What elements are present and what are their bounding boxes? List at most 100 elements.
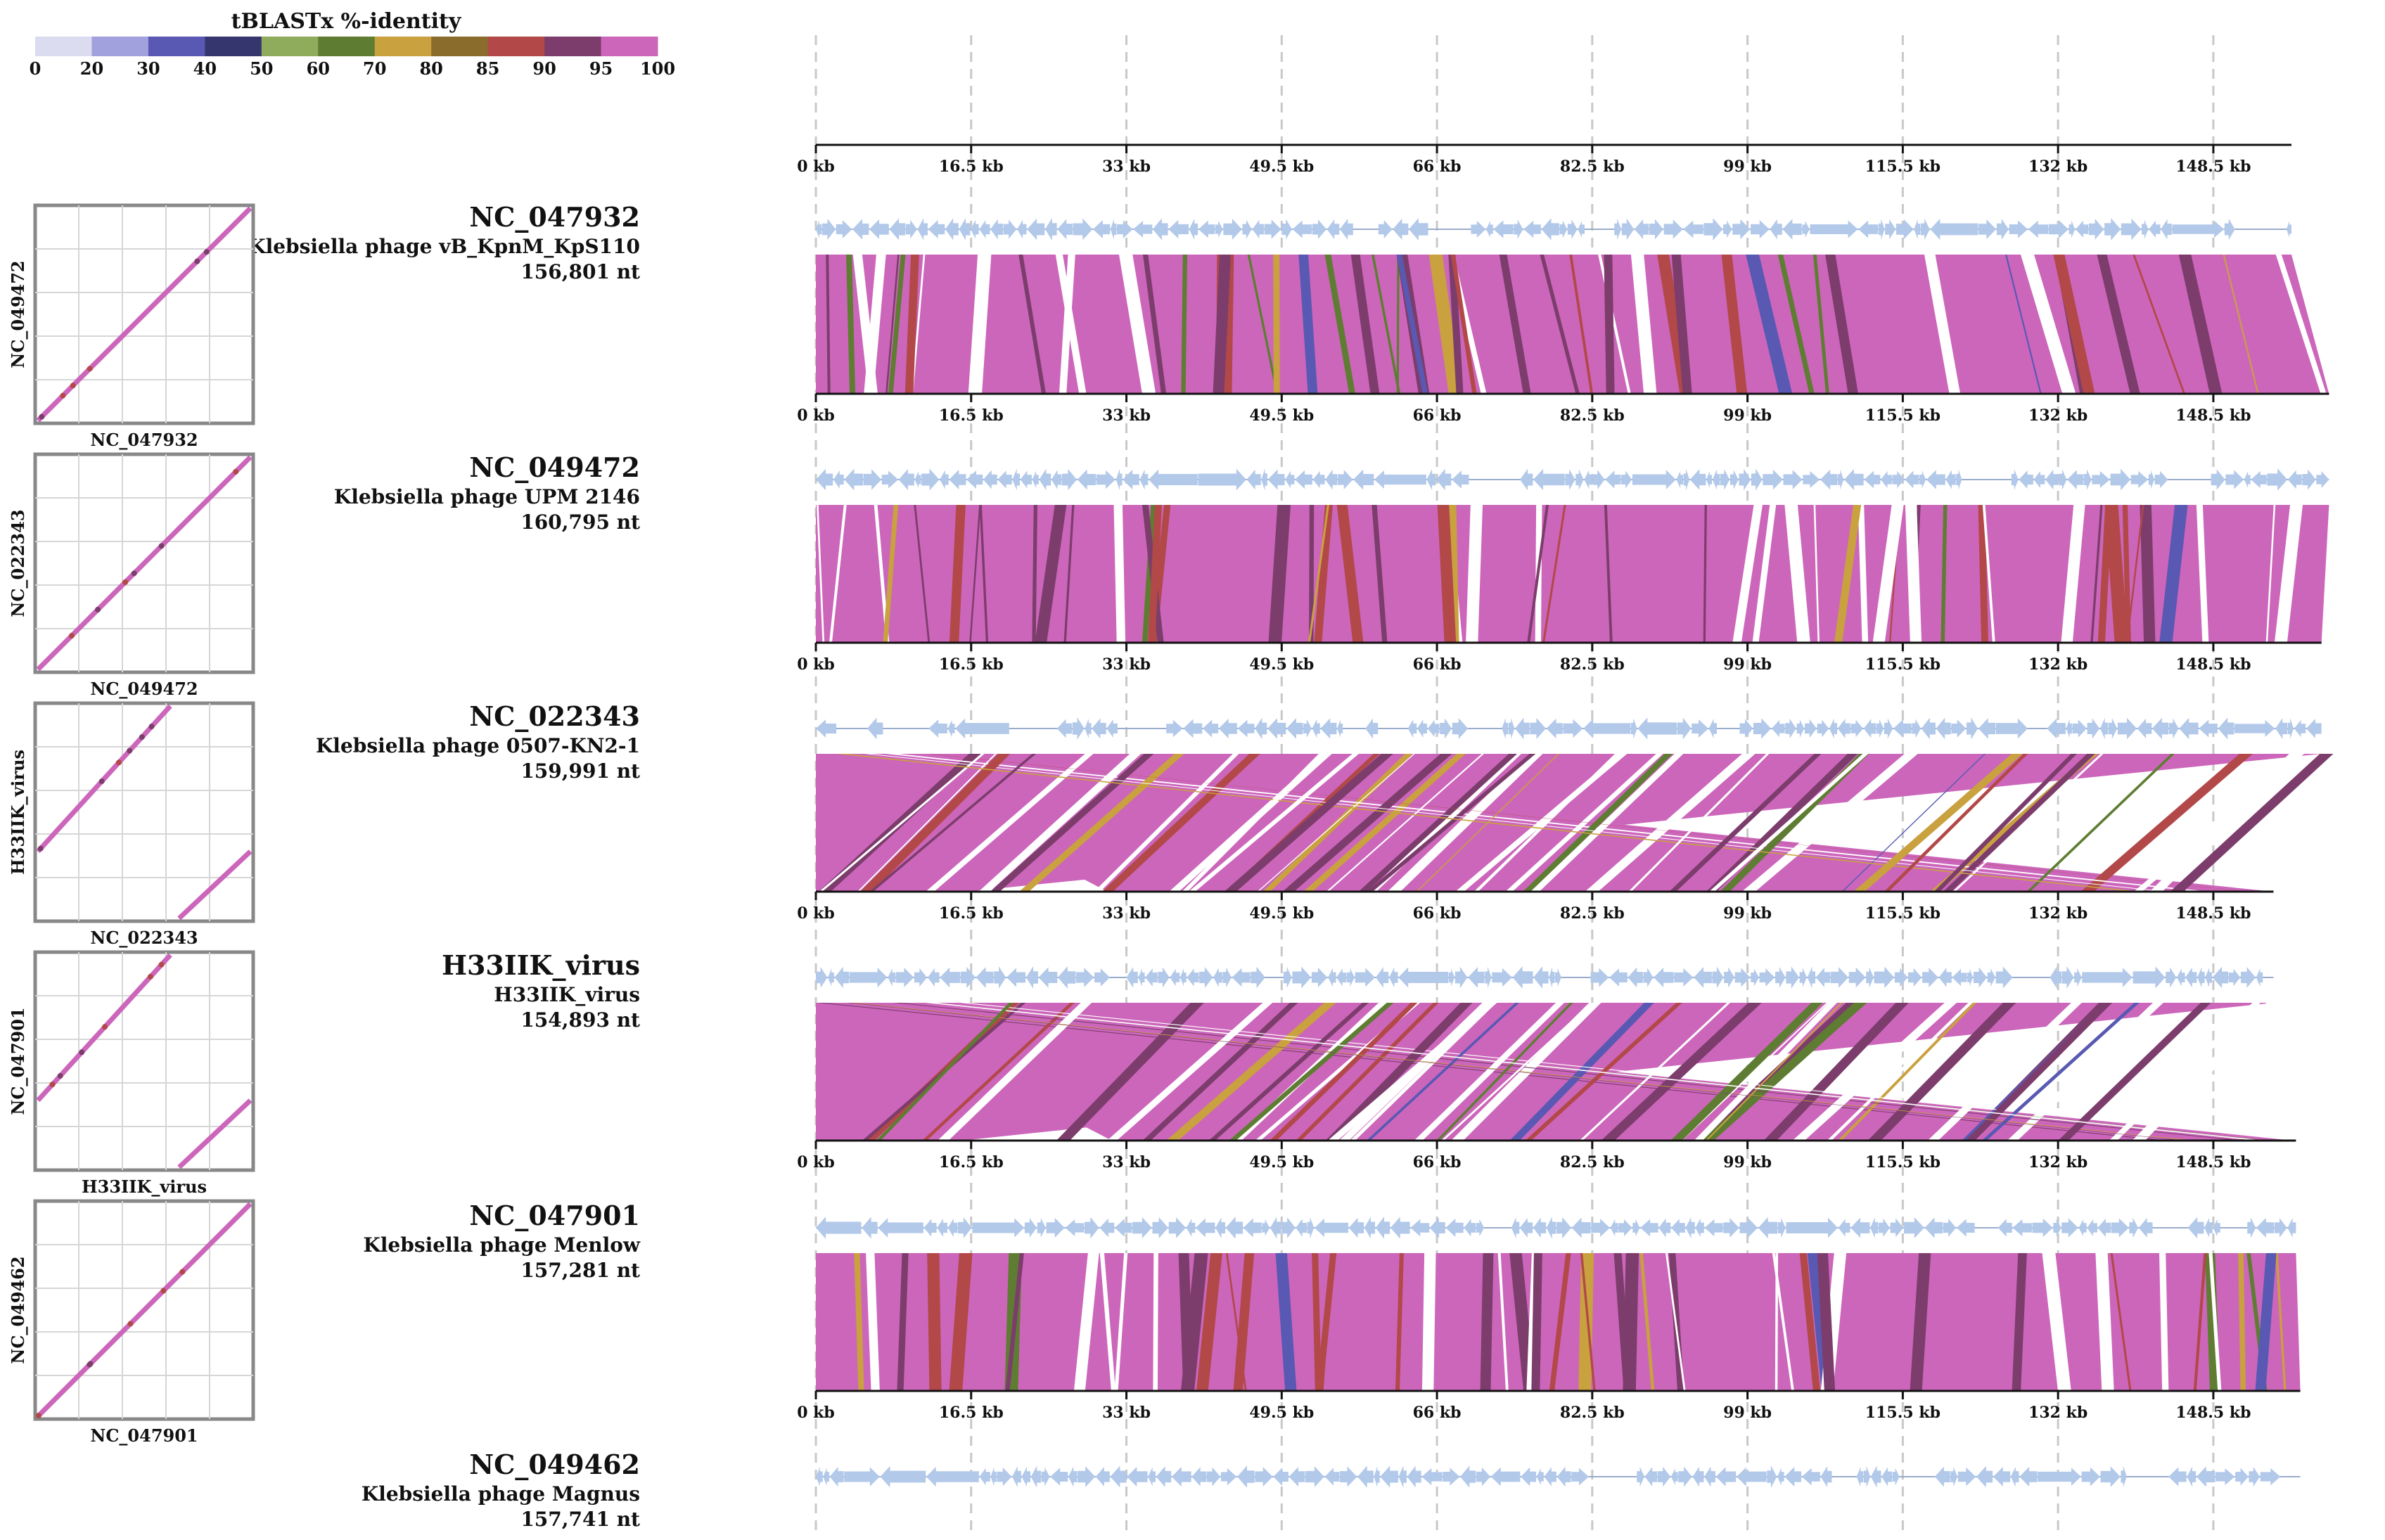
gene-arrow: [1460, 1465, 1476, 1488]
gene-arrow: [1032, 470, 1039, 489]
gene-arrow: [1340, 1466, 1357, 1487]
gene-arrow: [1132, 1217, 1152, 1239]
gene-arrow: [1115, 468, 1123, 491]
gene-arrow: [1844, 468, 1864, 491]
gene-arrow: [2166, 967, 2177, 988]
gene-arrow: [1905, 470, 1919, 489]
gene-arrow: [1027, 218, 1045, 240]
match-stripe: [1455, 754, 1628, 892]
match-stripe: [846, 255, 856, 394]
gene-arrow: [816, 220, 822, 238]
gene-arrow: [1614, 218, 1622, 240]
gene-arrow: [1892, 1468, 1900, 1486]
gene-arrow: [1922, 967, 1938, 988]
gene-arrow: [1759, 968, 1775, 987]
gene-arrow: [852, 219, 869, 240]
legend-labels: 0 20 30 40 50 60 70 80 85 90 95 100: [30, 58, 675, 79]
gene-arrow: [2033, 470, 2045, 489]
legend-swatch: [261, 37, 319, 56]
match-stripe: [1670, 1003, 1823, 1141]
gene-arrow: [863, 469, 882, 490]
dot-plot-x-label: NC_022343: [90, 928, 198, 948]
gene-arrow: [1736, 1467, 1767, 1487]
gene-arrow: [928, 219, 945, 239]
gene-arrow: [1541, 218, 1559, 240]
match-stripe: [836, 754, 2142, 892]
gene-arrow: [1426, 468, 1436, 491]
dot-plot-point: [116, 759, 122, 766]
match-stripe: [1705, 1003, 1843, 1141]
gene-arrow: [1187, 968, 1199, 987]
gene-arrow: [1881, 1467, 1893, 1487]
gene-arrow: [1592, 470, 1605, 489]
gene-arrow: [1296, 1219, 1307, 1237]
ruler-tick-label: 82.5 kb: [1560, 904, 1625, 923]
gene-arrow: [1837, 719, 1850, 738]
ruler-tick-label: 49.5 kb: [1249, 1153, 1314, 1172]
match-stripe: [2133, 255, 2186, 394]
gene-arrow: [1213, 968, 1222, 987]
ruler-tick-label: 0 kb: [797, 406, 835, 425]
dot-plot-point: [60, 392, 66, 399]
gene-arrow: [1448, 968, 1455, 987]
gene-arrow: [1242, 219, 1252, 239]
dot-plot-point: [148, 724, 155, 730]
ruler-tick-label: 16.5 kb: [939, 406, 1004, 425]
dot-plot-point: [127, 1321, 134, 1327]
gene-arrow: [2097, 1218, 2111, 1238]
gene-arrow: [2161, 219, 2172, 240]
dot-plot-point: [139, 734, 145, 740]
gene-arrow: [1168, 219, 1189, 239]
gene-arrow: [1820, 469, 1838, 490]
match-stripe: [904, 255, 919, 394]
gene-arrow: [1554, 968, 1561, 987]
ruler-tick-label: 99 kb: [1723, 1153, 1772, 1172]
gene-arrow: [2078, 1219, 2087, 1237]
match-stripe: [1032, 505, 1037, 643]
match-stripe: [1837, 1003, 1977, 1141]
gene-arrow: [1364, 1217, 1376, 1239]
gene-arrow: [1191, 1467, 1206, 1487]
match-stripe: [1387, 754, 1543, 892]
match-stripe: [854, 1253, 864, 1391]
gene-arrow: [2061, 1218, 2078, 1238]
gene-arrow: [1095, 1467, 1110, 1487]
gene-arrow: [2256, 968, 2263, 987]
ruler-tick-label: 132 kb: [2028, 1153, 2087, 1172]
match-stripe: [1314, 505, 1333, 643]
dot-plot-point: [160, 1288, 167, 1294]
match-stripe: [1927, 1003, 2082, 1141]
gene-arrow: [1763, 469, 1783, 490]
match-stripe: [2196, 505, 2209, 643]
gene-arrow: [1559, 220, 1568, 238]
gene-arrow: [2260, 1468, 2281, 1486]
match-stripe: [1952, 754, 2104, 892]
gene-arrow: [1775, 967, 1786, 988]
match-stripe: [1350, 255, 1380, 394]
gene-arrow: [1829, 718, 1838, 739]
gene-arrow: [1546, 718, 1563, 739]
match-stripe: [2140, 505, 2156, 643]
gene-arrow: [2048, 219, 2069, 239]
gene-arrow: [1237, 719, 1255, 738]
match-stripe: [2042, 1253, 2071, 1391]
gene-arrow: [1514, 219, 1523, 239]
ruler-tick-label: 82.5 kb: [1560, 406, 1625, 425]
gene-arrow: [2225, 470, 2244, 489]
match-stripe: [2132, 1003, 2280, 1141]
gene-arrow: [1237, 1465, 1255, 1488]
dot-plot-4: NC_047901 NC_049462: [8, 1199, 255, 1446]
match-stripe: [1368, 754, 1521, 892]
gene-arrow: [1017, 219, 1027, 239]
gene-arrow: [1421, 1468, 1443, 1486]
match-stripe: [1371, 255, 1401, 394]
match-stripe: [1872, 505, 1904, 643]
match-stripe: [1229, 1003, 1394, 1141]
match-stripe: [1324, 255, 1356, 394]
gene-arrow: [2082, 968, 2133, 987]
gene-arrow: [1515, 717, 1530, 740]
gene-arrow: [1037, 1218, 1046, 1238]
match-stripe: [1834, 505, 1862, 643]
